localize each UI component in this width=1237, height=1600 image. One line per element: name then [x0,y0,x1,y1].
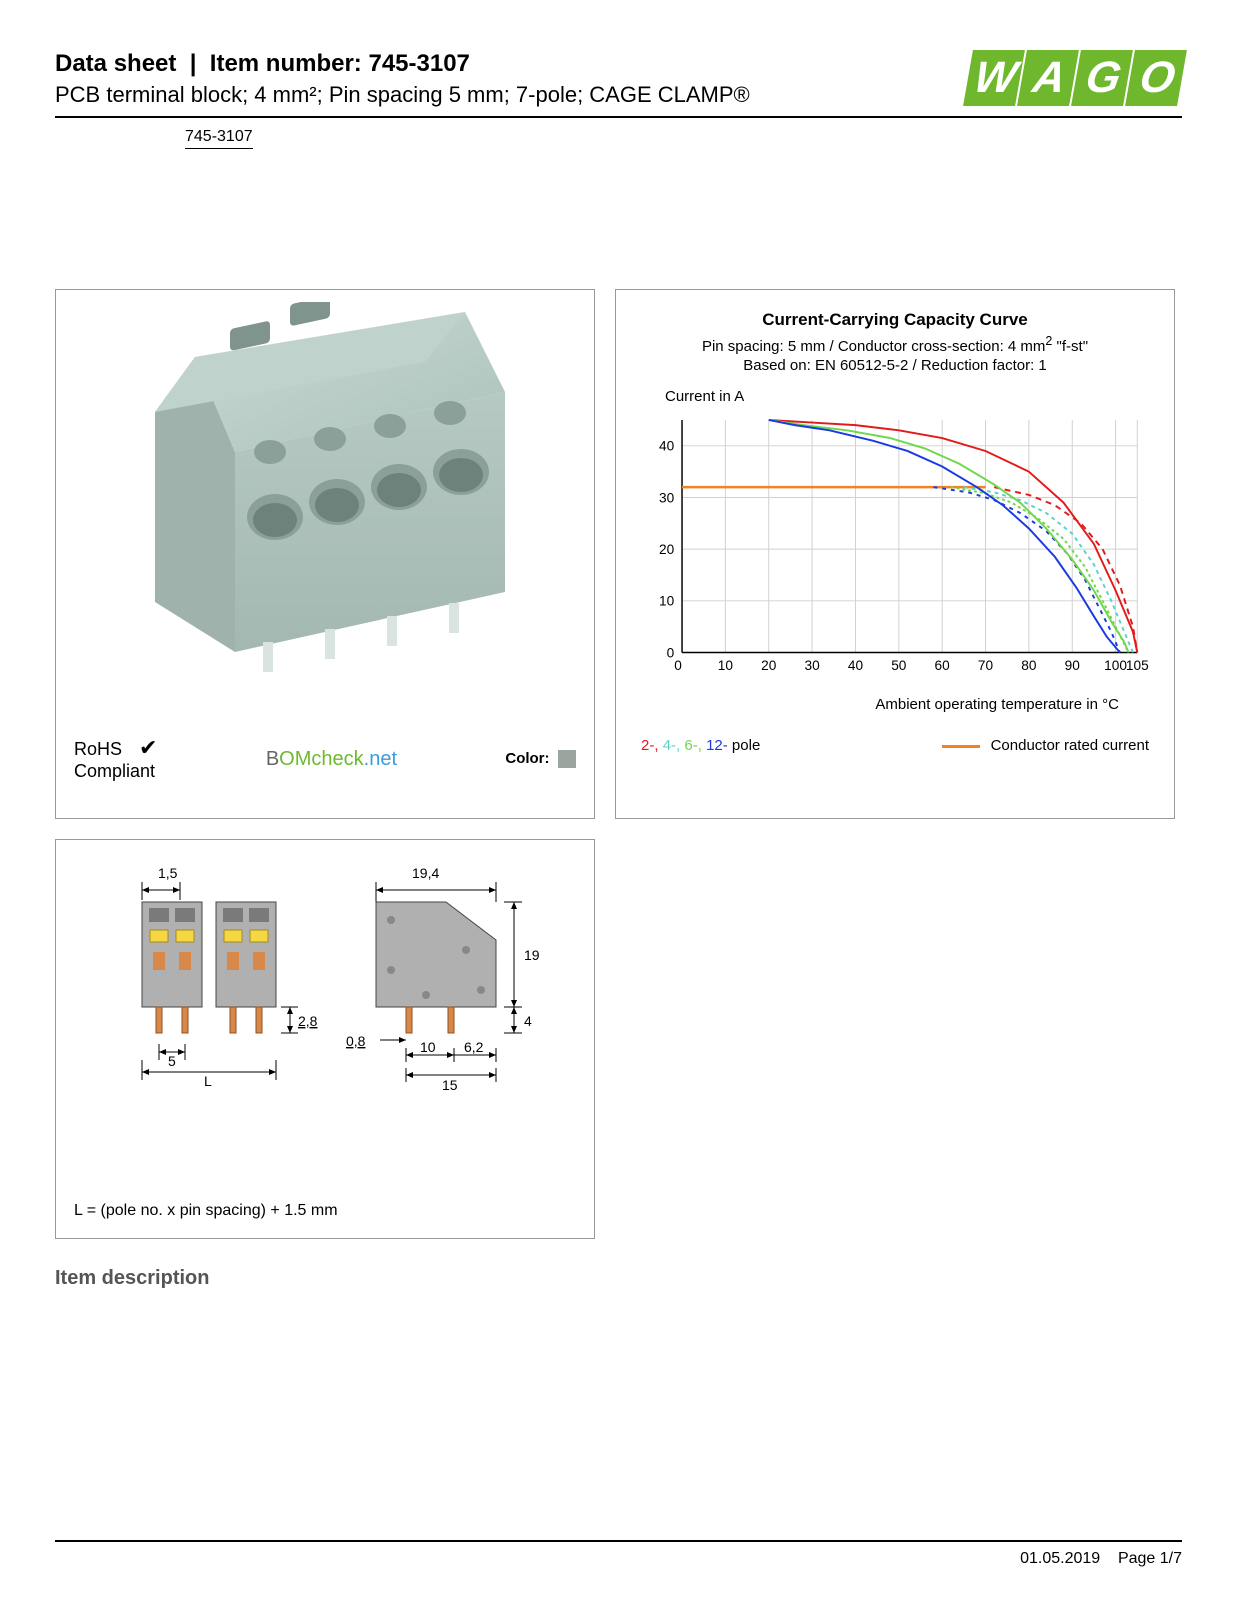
product-3d-render [68,302,582,722]
svg-text:10: 10 [718,658,734,673]
subtitle: PCB terminal block; 4 mm²; Pin spacing 5… [55,82,750,108]
page-footer: 01.05.2019 Page 1/7 [55,1540,1182,1568]
legend-line-icon [942,745,980,748]
bomcheck-b: B [266,748,279,770]
legend-rated: Conductor rated current [942,737,1149,754]
legend-6pole: 6-, [684,737,702,754]
dim-15: 15 [442,1077,458,1093]
capacity-curve-panel: Current-Carrying Capacity Curve Pin spac… [615,289,1175,819]
svg-text:105: 105 [1126,658,1149,673]
compliant-label: Compliant [74,761,155,781]
rohs-label: RoHS [74,739,122,759]
svg-text:40: 40 [848,658,864,673]
legend-12pole: 12- [706,737,728,754]
page-title: Data sheet | Item number: 745-3107 [55,50,750,78]
footer-page: Page 1/7 [1118,1550,1182,1567]
bomcheck-om: OM [279,748,311,770]
color-swatch [558,750,576,768]
header-text: Data sheet | Item number: 745-3107 PCB t… [55,50,750,108]
bomcheck-net: .net [364,748,397,770]
svg-text:80: 80 [1021,658,1037,673]
svg-text:20: 20 [761,658,777,673]
dim-2-8: 2,8 [298,1013,318,1029]
legend-4pole: 4-, [663,737,681,754]
item-number: 745-3107 [368,50,469,77]
svg-text:30: 30 [804,658,820,673]
header: Data sheet | Item number: 745-3107 PCB t… [55,50,1182,118]
chart-legend: 2-, 4-, 6-, 12- pole Conductor rated cur… [641,737,1149,754]
chart-subtitle-1: Pin spacing: 5 mm / Conductor cross-sect… [641,334,1149,355]
legend-rated-label: Conductor rated current [991,737,1149,754]
svg-text:50: 50 [891,658,907,673]
dim-19: 19 [524,947,540,963]
footer-date: 01.05.2019 [1020,1550,1100,1567]
product-image-panel: RoHS ✔ Compliant BOMcheck.net Color: [55,289,595,819]
bomcheck-logo: BOMcheck.net [266,748,397,771]
rohs-compliant: RoHS ✔ Compliant [74,735,157,783]
svg-text:100: 100 [1104,658,1127,673]
legend-poles: 2-, 4-, 6-, 12- pole [641,737,760,754]
dimensions-drawing: 1,5 [76,860,556,1140]
dimensions-panel: 1,5 [55,839,595,1239]
logo-letter-o: O [1125,50,1187,106]
color-label: Color: [505,750,549,767]
dim-4: 4 [524,1013,532,1029]
svg-text:30: 30 [659,490,675,505]
svg-text:70: 70 [978,658,994,673]
section-item-description: Item description [55,1267,1182,1290]
dims-note: L = (pole no. x pin spacing) + 1.5 mm [74,1202,338,1220]
chart-subtitle-2: Based on: EN 60512-5-2 / Reduction facto… [641,357,1149,374]
color-indicator: Color: [505,750,576,768]
item-label: Item number: [210,50,362,77]
bomcheck-check: check [311,748,363,770]
check-icon: ✔ [139,735,157,760]
dim-L: L [204,1073,212,1089]
dim-0-8: 0,8 [346,1033,366,1049]
product-footer: RoHS ✔ Compliant BOMcheck.net Color: [74,735,576,783]
capacity-chart: 0102030400102030405060708090100105 [641,411,1149,681]
svg-text:60: 60 [935,658,951,673]
logo-letter-g: G [1071,50,1133,106]
legend-pole-word: pole [732,737,760,754]
chart-title: Current-Carrying Capacity Curve [641,310,1149,330]
dim-6-2: 6,2 [464,1039,484,1055]
dim-5: 5 [168,1053,176,1069]
svg-text:10: 10 [659,594,675,609]
svg-text:20: 20 [659,542,675,557]
chart-xlabel: Ambient operating temperature in °C [641,696,1149,713]
dim-1-5: 1,5 [158,865,178,881]
svg-text:90: 90 [1065,658,1081,673]
sheet-label: Data sheet [55,50,176,77]
item-link[interactable]: 745-3107 [185,128,253,149]
logo-letter-a: A [1017,50,1079,106]
svg-text:0: 0 [674,658,682,673]
logo-letter-w: W [963,50,1025,106]
svg-text:40: 40 [659,439,675,454]
legend-2pole: 2-, [641,737,659,754]
dim-19-4: 19,4 [412,865,439,881]
chart-ylabel: Current in A [665,388,1149,405]
dim-10: 10 [420,1039,436,1055]
wago-logo: W A G O [968,50,1182,106]
